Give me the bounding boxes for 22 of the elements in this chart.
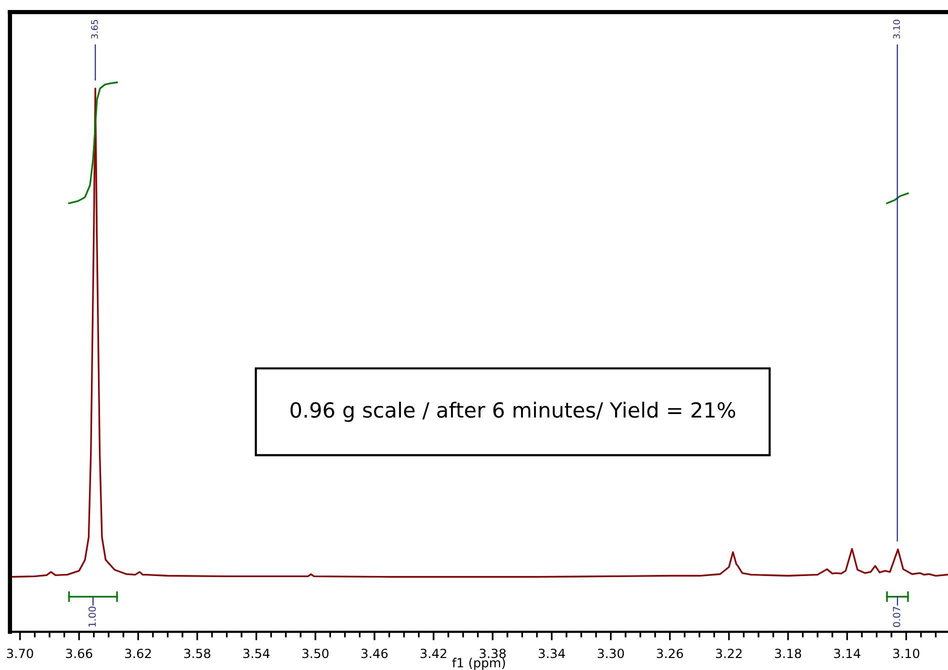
x-tick-label: 3.18 <box>775 648 802 658</box>
annotation: 0.07 <box>892 606 900 627</box>
x-tick-label: 3.26 <box>656 648 684 658</box>
x-tick-label: 3.70 <box>7 648 34 658</box>
x-tick-label: 3.42 <box>420 648 446 658</box>
x-tick-label: 3.10 <box>893 648 920 658</box>
x-tick-label: 3.34 <box>538 648 565 658</box>
x-tick-label: 3.66 <box>66 648 92 658</box>
annotation: 3.10 <box>893 20 900 39</box>
x-tick-label: 3.46 <box>362 648 388 658</box>
x-axis-title: f1 (ppm) <box>452 658 505 670</box>
x-tick-label: 3.58 <box>184 648 210 658</box>
x-tick-label: 3.30 <box>598 648 624 658</box>
annotation: 3.65 <box>91 20 98 39</box>
x-tick-label: 3.22 <box>716 648 742 658</box>
annotation: 1.00 <box>88 606 96 627</box>
x-tick-label: 3.54 <box>243 648 270 658</box>
annotation: 0.96 g scale / after 6 minutes/ Yield = 21% <box>290 402 736 422</box>
x-tick-label: 3.50 <box>302 648 328 658</box>
x-tick-label: 3.14 <box>834 648 860 658</box>
x-tick-label: 3.38 <box>480 648 506 658</box>
x-tick-label: 3.62 <box>125 648 151 658</box>
